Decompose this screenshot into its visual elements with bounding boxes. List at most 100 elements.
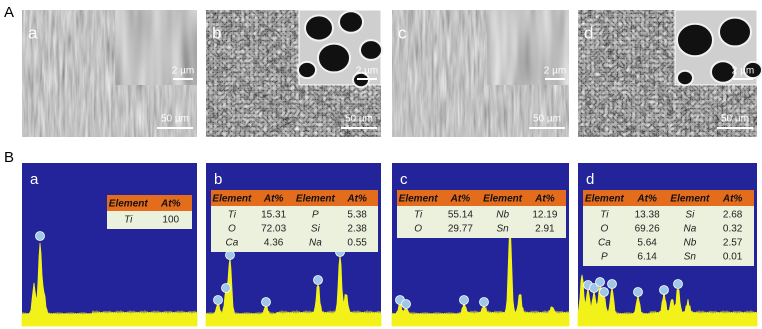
table-cell: Na <box>309 238 322 249</box>
scale-label: 50 µm <box>161 114 189 125</box>
table-cell: 2.38 <box>347 224 367 235</box>
peak-marker <box>479 297 489 307</box>
pore <box>338 10 364 34</box>
inset-scale-label: 2 µm <box>172 66 194 77</box>
table-body <box>583 206 754 266</box>
table-header-cell: At% <box>722 194 743 205</box>
table-header <box>107 195 192 211</box>
spectrum-trace <box>21 242 198 327</box>
table-cell: Sn <box>497 224 510 235</box>
table-cell: 13.38 <box>635 210 660 221</box>
spectrum-label: b <box>214 171 222 188</box>
table-header-cell: Element <box>585 194 625 205</box>
table-header-cell: At% <box>346 194 367 205</box>
peak-marker <box>633 287 643 297</box>
spectrum-trace <box>205 255 382 327</box>
table-cell: O <box>228 224 236 235</box>
image-label: d <box>584 23 593 42</box>
spectrum-trace <box>577 274 758 327</box>
table-cell: 2.68 <box>723 210 743 221</box>
table-header-cell: Element <box>212 194 252 205</box>
pore <box>317 42 351 74</box>
table-cell: Ti <box>124 215 133 226</box>
table-header-cell: Element <box>399 194 439 205</box>
table-cell: 0.01 <box>723 252 743 263</box>
table-cell: Ti <box>414 210 423 221</box>
table-cell: Si <box>311 224 321 235</box>
table-cell: 0.32 <box>723 224 743 235</box>
table-cell: P <box>312 210 319 221</box>
table-cell: Sn <box>684 252 697 263</box>
table-cell: 2.57 <box>723 238 743 249</box>
peak-marker <box>221 283 231 293</box>
table-header <box>583 190 754 206</box>
table-header <box>397 190 566 206</box>
peak-marker <box>659 285 669 295</box>
table-cell: 2.91 <box>535 224 555 235</box>
scale-label: 50 µm <box>721 114 749 125</box>
table-header-cell: At% <box>450 194 471 205</box>
inset-scale-label: 2 µm <box>732 66 754 77</box>
table-body <box>107 211 192 229</box>
peak-marker <box>673 279 683 289</box>
table-cell: 0.55 <box>347 238 367 249</box>
pore <box>718 16 752 48</box>
inset-scale-label: 2 µm <box>544 66 566 77</box>
table-cell: 6.14 <box>637 252 657 263</box>
table-header-cell: At% <box>534 194 555 205</box>
table-cell: Na <box>683 224 696 235</box>
table-cell: Ca <box>598 238 611 249</box>
table-cell: Nb <box>496 210 509 221</box>
table-cell: 100 <box>162 215 179 226</box>
scale-label: 50 µm <box>533 114 561 125</box>
table-header-cell: Element <box>109 199 149 210</box>
inset-scale-label: 2 µm <box>356 66 378 77</box>
spectrum-label: d <box>586 171 594 188</box>
table-cell: 5.64 <box>637 238 657 249</box>
sem-inset <box>486 9 570 86</box>
pore <box>359 39 383 61</box>
table-cell: O <box>600 224 608 235</box>
table-cell: Ti <box>600 210 609 221</box>
table-cell: 29.77 <box>448 224 473 235</box>
table-header-cell: At% <box>263 194 284 205</box>
image-label: c <box>398 23 407 42</box>
table-cell: 72.03 <box>261 224 286 235</box>
spectrum-panel <box>22 163 197 326</box>
table-body <box>211 206 378 252</box>
peak-marker <box>213 295 223 305</box>
table-cell: 69.26 <box>635 224 660 235</box>
table-cell: 55.14 <box>448 210 473 221</box>
table-cell: Ti <box>228 210 237 221</box>
peak-marker <box>599 287 609 297</box>
table-cell: Si <box>685 210 695 221</box>
peak-marker <box>459 295 469 305</box>
table-header-cell: Element <box>670 194 710 205</box>
pore <box>297 60 317 80</box>
table-cell: 4.36 <box>264 238 284 249</box>
pore <box>676 22 714 58</box>
panel-label: A <box>4 4 14 21</box>
table-body <box>397 206 566 238</box>
peak-marker <box>595 277 605 287</box>
panel-label: B <box>4 149 14 166</box>
sem-inset <box>114 9 198 86</box>
table-cell: 15.31 <box>261 210 286 221</box>
table-header <box>211 190 378 206</box>
table-header-cell: At% <box>636 194 657 205</box>
table-header-cell: Element <box>483 194 523 205</box>
spectrum-trace <box>391 223 570 327</box>
table-cell: P <box>601 252 608 263</box>
image-label: a <box>28 23 38 42</box>
image-label: b <box>212 23 221 42</box>
peak-marker <box>313 275 323 285</box>
peak-marker <box>607 279 617 289</box>
table-cell: 12.19 <box>532 210 557 221</box>
scale-label: 50 µm <box>345 114 373 125</box>
spectrum-label: c <box>400 171 408 188</box>
pore <box>710 60 736 84</box>
peak-marker <box>35 231 45 241</box>
table-cell: Ca <box>225 238 238 249</box>
table-cell: Nb <box>683 238 696 249</box>
